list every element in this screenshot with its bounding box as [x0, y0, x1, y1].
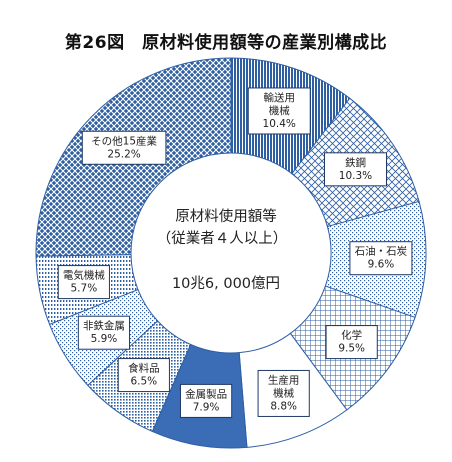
slice-value-8: 5.7%: [71, 283, 98, 295]
slice-label-box-6: [117, 358, 170, 393]
slice-label-2: 石油・石炭9.6%: [349, 241, 413, 276]
slice-value-1: 10.3%: [339, 170, 372, 182]
slice-label-box-0: [247, 87, 311, 135]
slice-name-2: 石油・石炭: [355, 245, 408, 258]
slice-name-7: 非鉄金属: [83, 319, 125, 332]
chart-title: 第26図 原材料使用額等の産業別構成比: [64, 33, 388, 53]
slice-value-5: 7.9%: [193, 401, 220, 413]
slice-label-box-4: [257, 369, 310, 417]
center-line-1: 原材料使用額等: [175, 207, 277, 225]
slice-label-box-8: [57, 265, 110, 300]
slice-name-0: 機械: [269, 104, 290, 117]
slice-label-box-2: [349, 241, 413, 276]
slice-value-0: 10.4%: [263, 118, 296, 130]
slice-value-4: 8.8%: [270, 400, 297, 412]
slice-name-4: 生産用: [268, 373, 300, 386]
slice-value-2: 9.6%: [368, 259, 395, 271]
slice-name-5: 金属製品: [185, 387, 227, 400]
center-text-group: 原材料使用額等 （従業者４人以上） 10兆6, 000億円: [157, 207, 288, 292]
slice-name-4: 機械: [273, 386, 294, 399]
center-line-3: 10兆6, 000億円: [172, 275, 280, 292]
slice-label-box-5: [179, 383, 233, 418]
slice-name-9: その他15産業: [91, 134, 157, 147]
slice-name-0: 輸送用: [263, 91, 295, 104]
slice-value-3: 9.5%: [338, 343, 365, 355]
slice-name-3: 化学: [341, 329, 362, 342]
slice-name-6: 食料品: [128, 362, 160, 375]
slice-label-box-1: [323, 152, 387, 187]
center-line-2: （従業者４人以上）: [157, 230, 288, 247]
slice-value-7: 5.9%: [91, 333, 118, 345]
slice-label-3: 化学9.5%: [325, 325, 378, 360]
slice-label-box-9: [81, 130, 167, 165]
slice-name-8: 電気機械: [63, 269, 105, 282]
slice-value-9: 25.2%: [107, 148, 140, 160]
slice-label-box-3: [325, 325, 378, 360]
labels-group: 輸送用機械10.4%鉄鋼10.3%石油・石炭9.6%化学9.5%生産用機械8.8…: [57, 87, 413, 418]
slice-value-6: 6.5%: [130, 376, 157, 388]
slice-label-box-7: [77, 315, 131, 350]
slice-name-1: 鉄鋼: [345, 156, 366, 169]
